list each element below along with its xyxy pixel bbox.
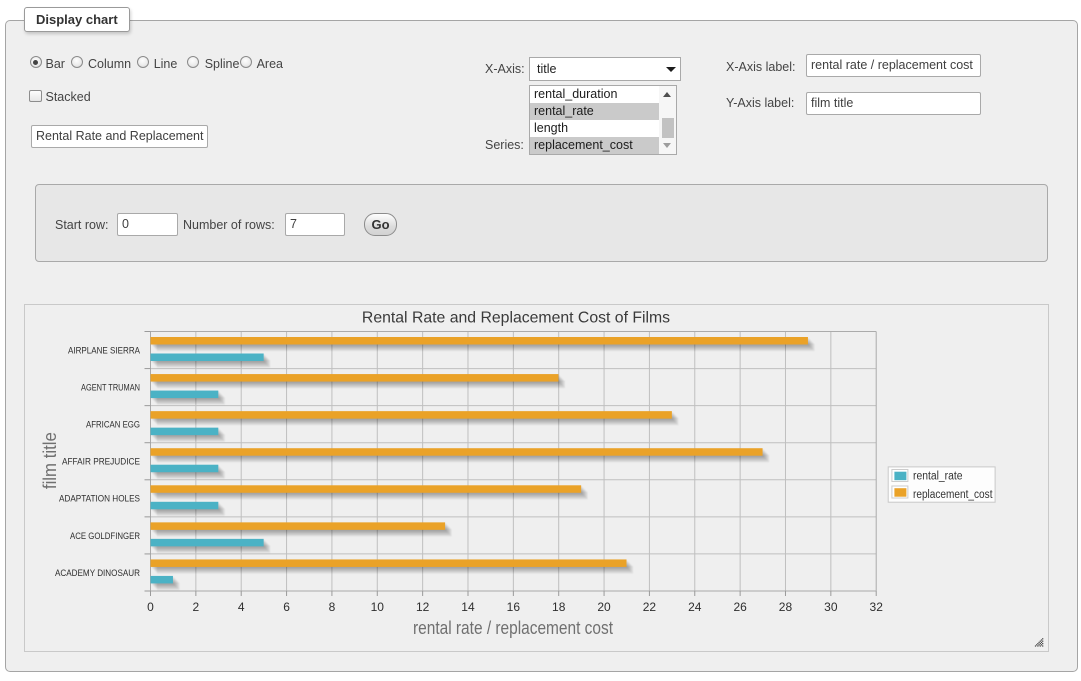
svg-text:2: 2 <box>193 600 200 614</box>
svg-text:10: 10 <box>371 600 385 614</box>
svg-text:8: 8 <box>329 600 336 614</box>
svg-text:film title: film title <box>40 432 60 489</box>
svg-text:rental rate / replacement cost: rental rate / replacement cost <box>413 618 613 638</box>
svg-text:4: 4 <box>238 600 245 614</box>
svg-text:ACADEMY DINOSAUR: ACADEMY DINOSAUR <box>55 568 140 579</box>
svg-text:ADAPTATION HOLES: ADAPTATION HOLES <box>59 494 140 505</box>
svg-text:rental_rate: rental_rate <box>913 471 963 483</box>
svg-text:16: 16 <box>507 600 521 614</box>
svg-text:AFFAIR PREJUDICE: AFFAIR PREJUDICE <box>62 457 140 468</box>
svg-text:6: 6 <box>283 600 290 614</box>
svg-text:30: 30 <box>824 600 838 614</box>
svg-text:12: 12 <box>416 600 430 614</box>
svg-text:26: 26 <box>733 600 747 614</box>
svg-text:AFRICAN EGG: AFRICAN EGG <box>86 420 140 431</box>
svg-text:replacement_cost: replacement_cost <box>913 489 993 501</box>
svg-text:32: 32 <box>870 600 884 614</box>
svg-text:AIRPLANE SIERRA: AIRPLANE SIERRA <box>68 345 141 356</box>
svg-text:14: 14 <box>461 600 475 614</box>
svg-text:22: 22 <box>643 600 657 614</box>
svg-text:AGENT TRUMAN: AGENT TRUMAN <box>81 383 140 394</box>
svg-text:ACE GOLDFINGER: ACE GOLDFINGER <box>70 531 140 542</box>
svg-text:0: 0 <box>147 600 154 614</box>
svg-text:24: 24 <box>688 600 702 614</box>
svg-text:20: 20 <box>597 600 611 614</box>
svg-text:28: 28 <box>779 600 793 614</box>
svg-text:18: 18 <box>552 600 566 614</box>
svg-text:Rental Rate and Replacement Co: Rental Rate and Replacement Cost of Film… <box>362 310 670 327</box>
